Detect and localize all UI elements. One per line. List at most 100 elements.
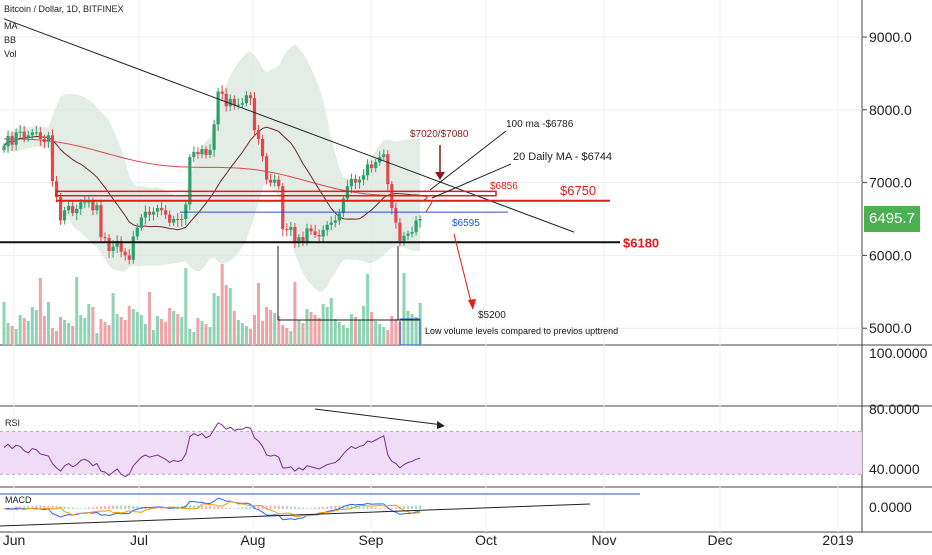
candle-body — [50, 135, 55, 182]
candle-body — [135, 227, 139, 237]
volume-bar — [111, 293, 115, 345]
candle-body — [151, 211, 156, 215]
macd-lower-trend — [0, 503, 591, 527]
volume-bar — [22, 318, 26, 345]
candle-body — [313, 231, 317, 236]
x-tick-label: 2019 — [822, 532, 853, 548]
candle-body — [353, 178, 358, 183]
price-tick-label: 7000.0 — [869, 175, 912, 191]
macd-histogram-bar — [128, 505, 131, 509]
candle-body — [22, 131, 26, 138]
volume-bar — [30, 307, 34, 345]
candle-body — [357, 179, 362, 183]
volume-bar — [406, 311, 410, 345]
volume-bar — [192, 332, 196, 345]
macd-histogram-bar — [91, 506, 94, 509]
candle-body — [79, 202, 83, 209]
candle-body — [204, 149, 208, 155]
ma-short-line — [3, 126, 421, 231]
volume-bar — [103, 322, 107, 345]
volume-bar — [289, 331, 293, 345]
candle-body — [402, 235, 406, 241]
candle-body — [398, 222, 402, 241]
volume-bar — [281, 325, 285, 345]
volume-bar — [285, 328, 289, 345]
candle-body — [159, 208, 164, 211]
candle-body — [305, 228, 309, 242]
macd-histogram-bar — [217, 506, 220, 509]
macd-histogram-bar — [350, 505, 353, 509]
candle-body — [212, 124, 216, 150]
volume-bar — [297, 320, 301, 345]
volume-bar — [317, 318, 321, 345]
annotation-low-volume: Low volume levels compared to previos up… — [425, 326, 618, 336]
candle-body — [54, 181, 59, 198]
macd-histogram-bar — [318, 507, 321, 509]
candle-body — [168, 214, 172, 223]
candle-body — [18, 131, 22, 133]
volume-bar — [119, 317, 123, 345]
macd-histogram-bar — [27, 505, 30, 509]
macd-histogram-bar — [415, 505, 418, 509]
macd-histogram-bar — [374, 507, 377, 509]
volume-bar — [333, 319, 337, 345]
macd-histogram-bar — [83, 507, 86, 509]
macd-line — [3, 497, 421, 521]
candle-body — [337, 213, 341, 221]
annotation-7020-7080: $7020/$7080 — [410, 129, 469, 140]
candle-body — [256, 130, 261, 139]
macd-histogram-bar — [358, 505, 361, 509]
macd-histogram-bar — [310, 508, 313, 509]
indicator-label-ma[interactable]: MA — [4, 21, 18, 31]
volume-bar — [168, 308, 172, 345]
candle-body — [321, 229, 325, 237]
candle-body — [180, 219, 184, 220]
last-price-badge: 6495.7 — [864, 206, 920, 232]
pointer-20ma — [431, 163, 512, 199]
candle-body — [248, 95, 253, 99]
volume-bar — [95, 333, 99, 345]
macd-histogram-bar — [192, 505, 195, 509]
candle-body — [244, 95, 248, 104]
candle-body — [232, 98, 236, 106]
volume-bar — [6, 323, 10, 345]
volume-bar — [26, 321, 30, 345]
macd-histogram-bar — [265, 505, 268, 509]
macd-histogram-bar — [419, 505, 422, 509]
resistance-zone-6856 — [55, 190, 497, 197]
candle-body — [414, 220, 418, 233]
volume-bar — [99, 319, 103, 345]
indicator-label-bb[interactable]: BB — [4, 35, 17, 45]
volume-bar — [200, 321, 204, 345]
candle-body — [164, 210, 168, 215]
macd-histogram-bar — [297, 507, 300, 509]
volume-bar — [63, 320, 67, 345]
macd-histogram-bar — [79, 508, 82, 509]
candle-body — [34, 132, 38, 134]
macd-histogram-bar — [47, 505, 50, 509]
candle-body — [143, 211, 147, 218]
macd-histogram-bar — [237, 507, 240, 509]
volume-bar — [358, 320, 362, 345]
arrowhead-5200 — [468, 299, 476, 310]
indicator-label-vol[interactable]: Vol — [4, 49, 17, 59]
volume-bar — [386, 330, 390, 345]
volume-bar — [257, 283, 261, 345]
volume-bar — [232, 311, 236, 345]
volume-bar — [366, 274, 370, 345]
rsi-divergence-arrowhead — [437, 421, 445, 429]
volume-bar — [382, 327, 386, 345]
price-tick-label: 6000.0 — [869, 247, 912, 263]
volume-bar — [277, 316, 281, 345]
macd-histogram-bar — [124, 505, 127, 509]
macd-histogram-bar — [108, 505, 111, 509]
volume-bar — [107, 325, 111, 345]
candle-body — [155, 208, 160, 212]
volume-bar — [212, 293, 216, 345]
rsi-title: RSI — [5, 418, 20, 428]
candle-body — [333, 220, 337, 223]
macd-histogram-bar — [75, 508, 78, 509]
candle-body — [289, 227, 293, 230]
